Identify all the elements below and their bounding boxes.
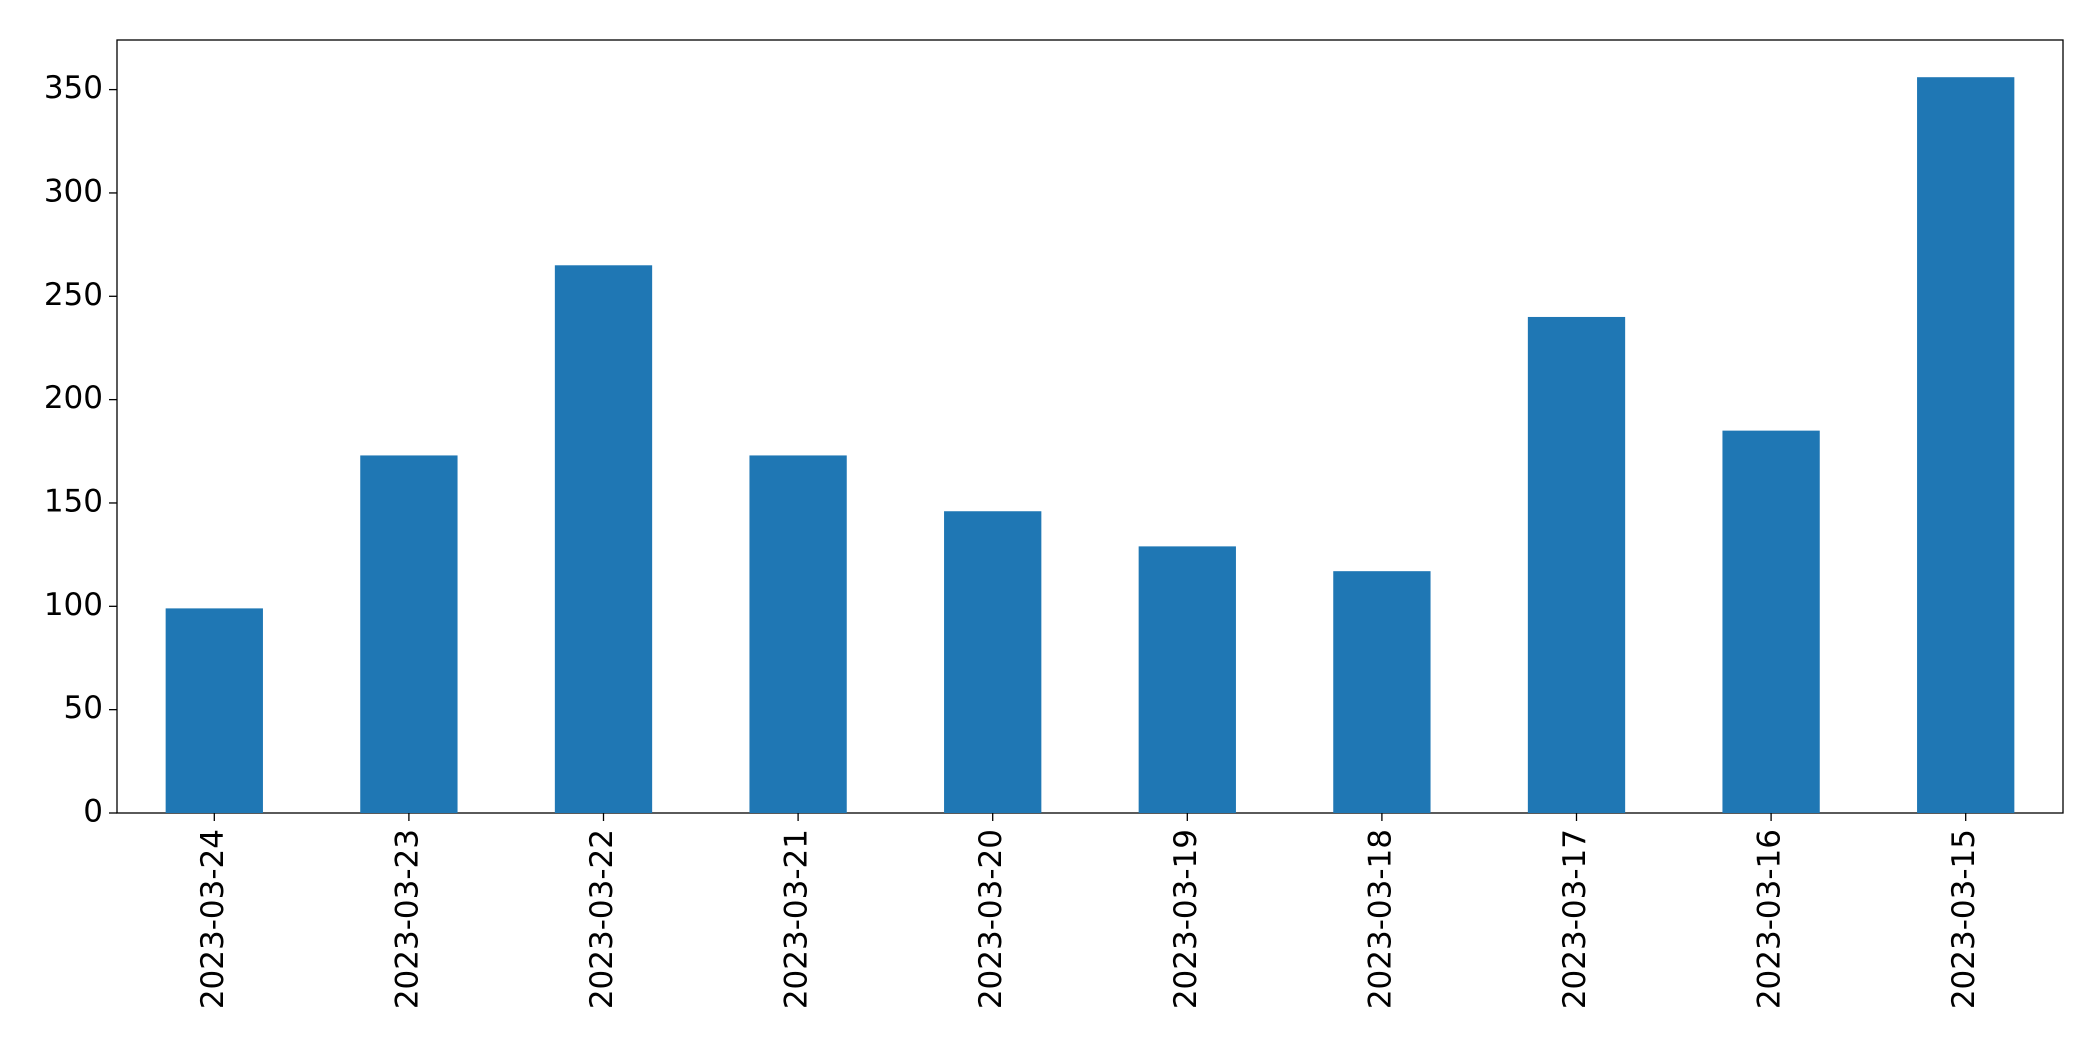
y-tick-label: 0 <box>83 794 103 830</box>
bar <box>749 455 847 813</box>
bar <box>360 455 458 813</box>
y-tick-label: 250 <box>44 277 103 313</box>
y-tick-label: 300 <box>44 173 103 209</box>
bar <box>1138 546 1236 813</box>
y-tick-label: 150 <box>44 483 103 519</box>
y-tick-label: 350 <box>44 70 103 106</box>
x-tick-label: 2023-03-22 <box>584 829 620 1009</box>
x-tick-label: 2023-03-16 <box>1752 829 1788 1009</box>
x-tick-label: 2023-03-20 <box>973 829 1009 1009</box>
x-tick-label: 2023-03-21 <box>779 829 815 1009</box>
bar <box>944 511 1042 813</box>
x-tick-label: 2023-03-18 <box>1362 829 1398 1009</box>
y-tick-label: 200 <box>44 380 103 416</box>
bar <box>1527 316 1626 813</box>
x-tick-label: 2023-03-17 <box>1557 829 1593 1009</box>
bar <box>554 265 653 813</box>
bar <box>1722 430 1820 813</box>
plot-frame <box>116 39 2064 814</box>
y-tick-label: 100 <box>44 587 103 623</box>
x-tick-label: 2023-03-19 <box>1168 829 1204 1009</box>
x-tick-label: 2023-03-15 <box>1946 829 1982 1009</box>
bar <box>1917 77 2015 814</box>
x-tick-label: 2023-03-24 <box>195 829 231 1009</box>
x-tick-label: 2023-03-23 <box>389 829 425 1009</box>
bar <box>1333 571 1431 813</box>
bar <box>165 608 263 813</box>
y-tick-label: 50 <box>64 690 103 726</box>
